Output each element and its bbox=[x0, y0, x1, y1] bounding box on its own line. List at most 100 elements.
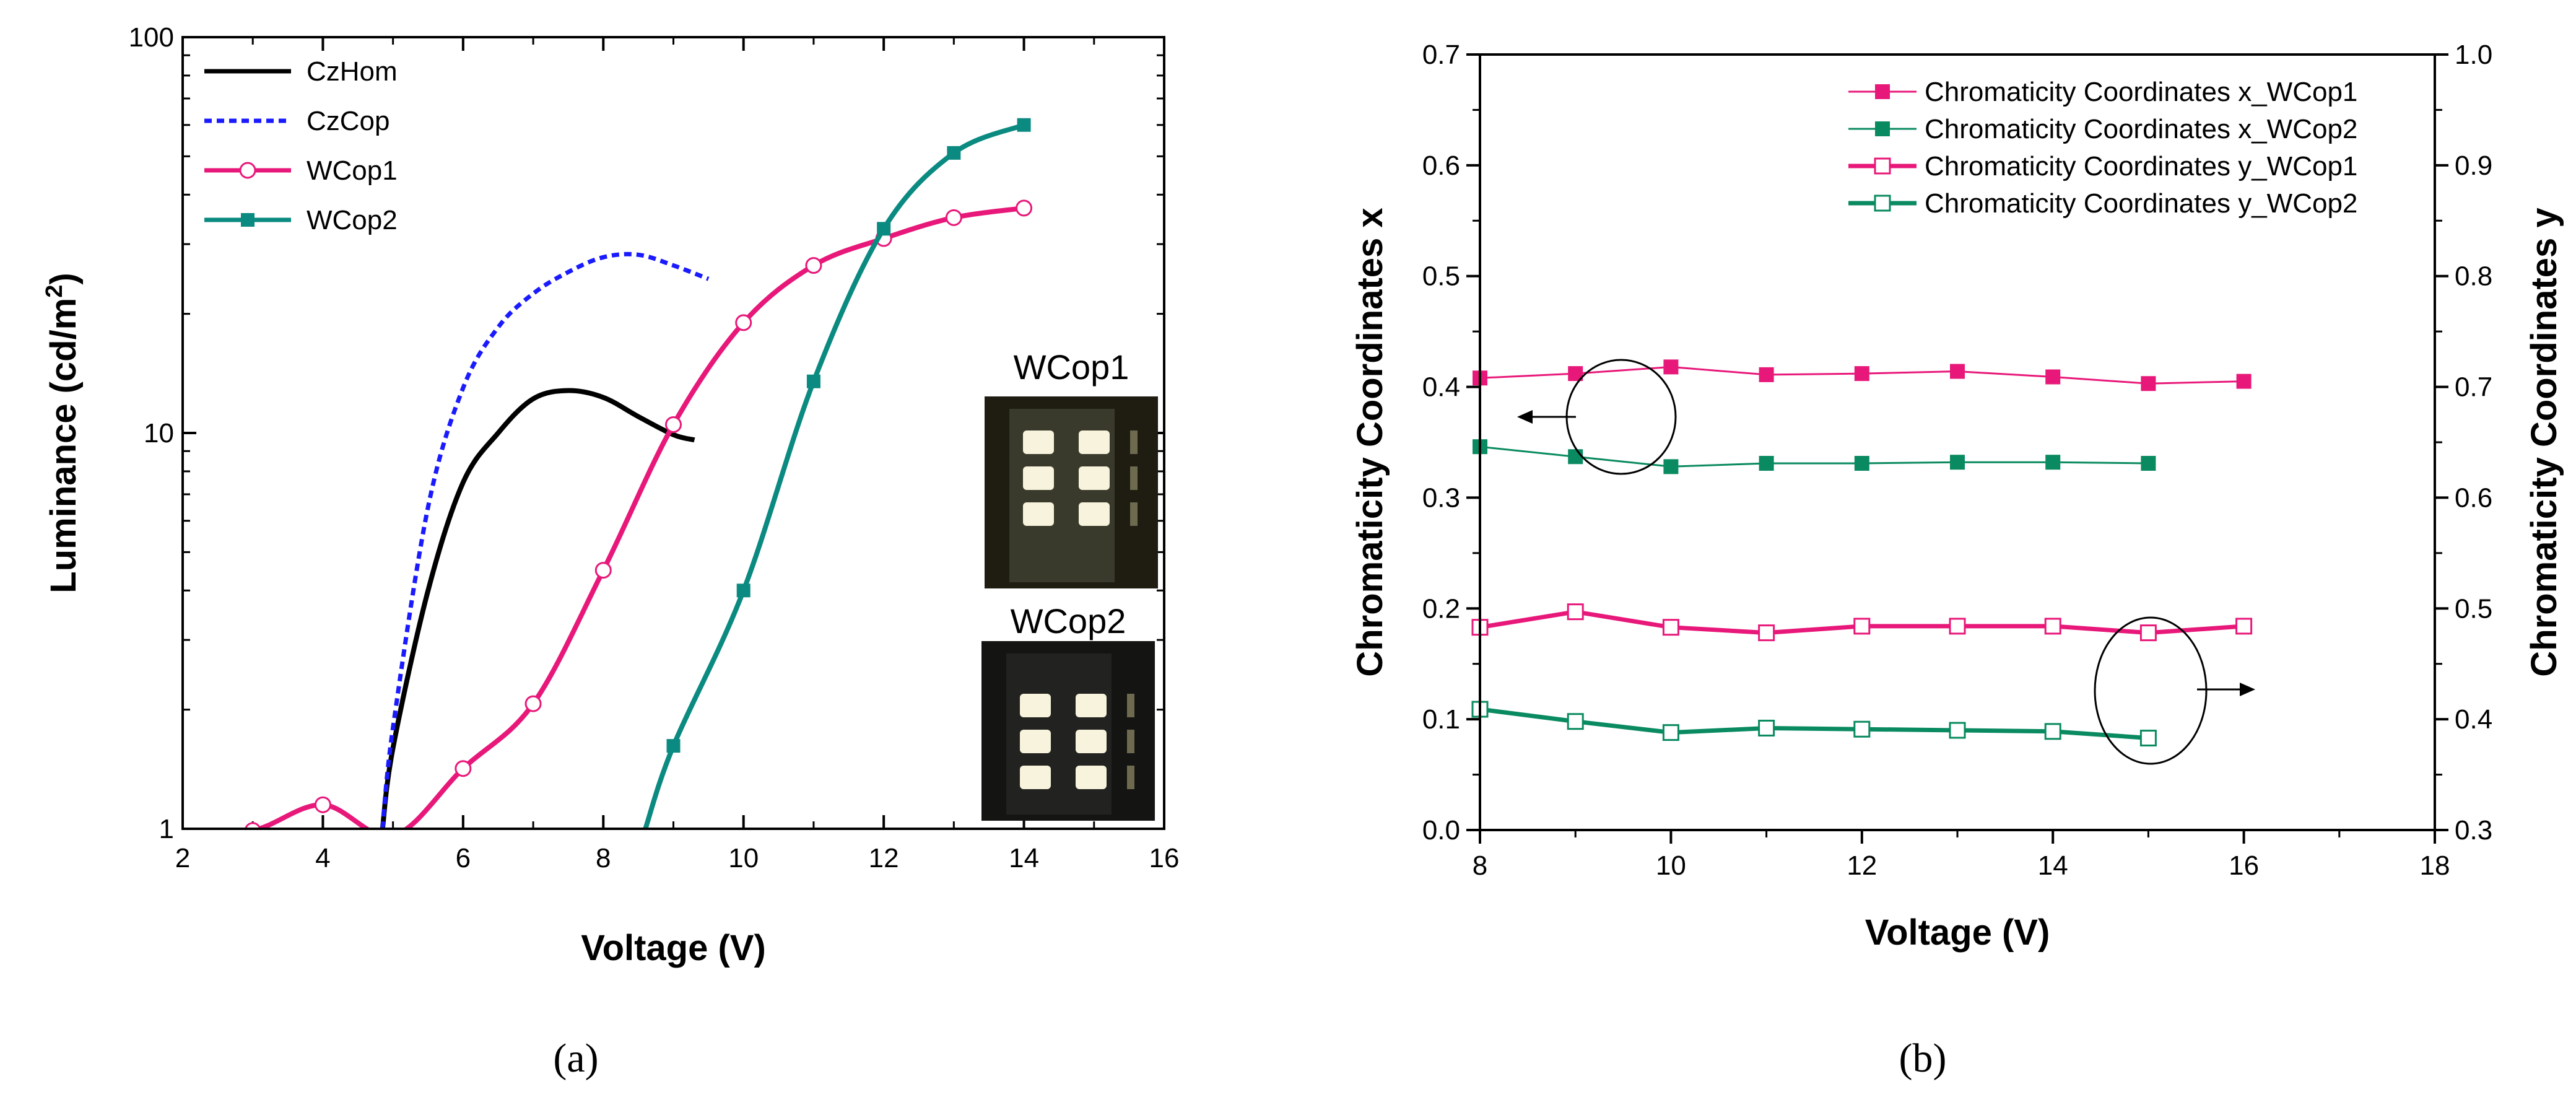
caption-b: (b) bbox=[1899, 1036, 1947, 1081]
point-chromaticity-coordinates-y-wcop1 bbox=[2139, 624, 2157, 642]
series-line-wcop2 bbox=[643, 123, 1025, 829]
point-chromaticity-coordinates-y-wcop1 bbox=[1758, 624, 1775, 642]
device-pixel-dim bbox=[1130, 466, 1138, 490]
point-chromaticity-coordinates-y-wcop1 bbox=[1567, 603, 1584, 621]
panel-a-insets: WCop1 WCop2 bbox=[981, 347, 1158, 821]
device-pixel bbox=[1023, 430, 1054, 454]
point-wcop1 bbox=[945, 209, 962, 226]
y-tick-label: 100 bbox=[129, 22, 174, 53]
legend-label-czhom: CzHom bbox=[307, 56, 398, 87]
point-chromaticity-coordinates-x-wcop2 bbox=[1854, 455, 1869, 471]
panel-b-legend: Chromaticity Coordinates x_WCop1 Chromati… bbox=[1848, 77, 2357, 219]
panel-a-luminance-chart: 2 4 6 8 10 12 14 16110100CzHomCzCopWCop1WCop2WC… bbox=[41, 22, 1179, 968]
y-tick-label: 0.0 bbox=[1422, 815, 1460, 846]
panel-b-axis-indicators bbox=[1517, 359, 2255, 765]
point-wcop2 bbox=[806, 374, 820, 388]
x-tick-label: 14 bbox=[2038, 850, 2068, 881]
left-axis-arrow-head bbox=[1517, 410, 1533, 424]
point-wcop2 bbox=[947, 146, 961, 160]
right-axis-ellipse bbox=[2094, 616, 2208, 765]
caption-a: (a) bbox=[553, 1036, 598, 1081]
point-wcop1 bbox=[388, 827, 398, 829]
inset-label-wcop2: WCop2 bbox=[1011, 601, 1126, 640]
point-chromaticity-coordinates-x-wcop1 bbox=[1663, 359, 1679, 375]
x-tick-label: 14 bbox=[1009, 843, 1039, 873]
point-chromaticity-coordinates-x-wcop1 bbox=[2236, 374, 2252, 389]
y-tick-label: 0.5 bbox=[1422, 261, 1460, 292]
point-chromaticity-coordinates-x-wcop1 bbox=[2045, 369, 2061, 385]
x-tick-label: 10 bbox=[1656, 850, 1686, 881]
y-right-tick-label: 0.6 bbox=[2455, 483, 2492, 513]
device-pixel-dim bbox=[1130, 502, 1138, 526]
legend-label-wcop2: WCop2 bbox=[307, 205, 398, 235]
y-axis-label-text: Luminance (cd/m bbox=[43, 298, 84, 593]
panel-a-series bbox=[245, 118, 1033, 829]
legend-label-chromaticity-coordinates-y-wcop1: Chromaticity Coordinates y_WCop1 bbox=[1925, 151, 2357, 181]
y-right-tick-label: 0.4 bbox=[2455, 704, 2492, 735]
x-tick-label: 18 bbox=[2420, 850, 2450, 881]
point-chromaticity-coordinates-x-wcop2 bbox=[1663, 459, 1679, 474]
device-pixel-dim bbox=[1127, 694, 1134, 717]
point-chromaticity-coordinates-x-wcop1 bbox=[1854, 366, 1869, 382]
device-pixel bbox=[1023, 466, 1054, 490]
point-wcop1 bbox=[455, 760, 472, 777]
panel-b-left-y-ticks: 0.0 0.1 0.2 0.3 0.4 0.5 0.6 0.7 bbox=[1422, 40, 1480, 846]
point-chromaticity-coordinates-y-wcop2 bbox=[1949, 722, 1966, 739]
series-line-wcop1 bbox=[248, 205, 1025, 829]
point-wcop1 bbox=[314, 796, 331, 813]
legend-marker-wcop1 bbox=[239, 162, 256, 179]
x-axis-label: Voltage (V) bbox=[1865, 912, 2050, 953]
legend-marker-chromaticity-coordinates-x-wcop1 bbox=[1875, 84, 1890, 99]
device-pixel bbox=[1076, 730, 1107, 753]
y-right-tick-label: 1.0 bbox=[2455, 40, 2492, 70]
point-wcop1 bbox=[665, 416, 682, 433]
point-wcop1 bbox=[1016, 199, 1033, 217]
point-chromaticity-coordinates-y-wcop1 bbox=[1662, 619, 1679, 636]
y-tick-label: 0.6 bbox=[1422, 151, 1460, 181]
y-right-tick-label: 0.5 bbox=[2455, 593, 2492, 624]
device-pixel bbox=[1076, 694, 1107, 717]
device-pixel bbox=[1023, 502, 1054, 526]
point-chromaticity-coordinates-y-wcop1 bbox=[2044, 618, 2061, 635]
y-tick-label: 0.7 bbox=[1422, 40, 1460, 70]
device-pixel bbox=[1020, 730, 1051, 753]
left-axis-ellipse bbox=[1565, 359, 1677, 475]
legend-label-czcop: CzCop bbox=[307, 106, 390, 136]
x-tick-label: 16 bbox=[1149, 843, 1180, 873]
point-chromaticity-coordinates-y-wcop1 bbox=[1853, 618, 1871, 635]
panel-b-series bbox=[1471, 359, 2253, 747]
y-right-tick-label: 0.3 bbox=[2455, 815, 2492, 846]
point-wcop1 bbox=[245, 822, 261, 829]
panel-b-x-ticks: 8 10 12 14 16 18 bbox=[1473, 830, 2450, 881]
right-axis-arrow-head bbox=[2240, 683, 2255, 696]
device-pixel bbox=[1076, 766, 1107, 789]
legend-marker-chromaticity-coordinates-y-wcop2 bbox=[1874, 194, 1891, 212]
x-tick-label: 10 bbox=[728, 843, 759, 873]
x-tick-label: 4 bbox=[315, 843, 330, 873]
legend-marker-chromaticity-coordinates-y-wcop1 bbox=[1874, 157, 1891, 175]
point-wcop1 bbox=[805, 257, 822, 274]
point-wcop1 bbox=[735, 314, 752, 331]
legend-label-wcop1: WCop1 bbox=[307, 155, 398, 186]
point-chromaticity-coordinates-y-wcop2 bbox=[2044, 723, 2061, 740]
y-axis-label-superscript: 2 bbox=[41, 285, 67, 298]
y-axis-label-end: ) bbox=[43, 273, 84, 284]
point-chromaticity-coordinates-x-wcop2 bbox=[1759, 455, 1774, 471]
point-chromaticity-coordinates-x-wcop2 bbox=[1950, 455, 1965, 470]
y-tick-label: 10 bbox=[144, 418, 174, 448]
point-chromaticity-coordinates-x-wcop2 bbox=[2141, 455, 2156, 471]
point-chromaticity-coordinates-y-wcop2 bbox=[2139, 730, 2157, 747]
x-tick-label: 8 bbox=[1473, 850, 1487, 881]
point-wcop2 bbox=[1017, 118, 1031, 132]
panel-b-frame bbox=[1479, 53, 2436, 831]
point-chromaticity-coordinates-y-wcop1 bbox=[1949, 618, 1966, 635]
y-axis-label-right: Chromaticity Coordinates y bbox=[2524, 208, 2564, 676]
device-pixel-dim bbox=[1130, 430, 1138, 454]
y-tick-label: 1 bbox=[159, 814, 174, 844]
x-tick-label: 12 bbox=[1847, 850, 1877, 881]
panel-a-legend: CzHom CzCop WCop1 WCop2 bbox=[204, 56, 398, 235]
y-axis-label: Luminance (cd/m2) bbox=[41, 273, 84, 593]
legend-marker-wcop2 bbox=[241, 213, 255, 227]
panel-a-x-ticks: 2 4 6 8 10 12 14 16 bbox=[175, 37, 1180, 873]
